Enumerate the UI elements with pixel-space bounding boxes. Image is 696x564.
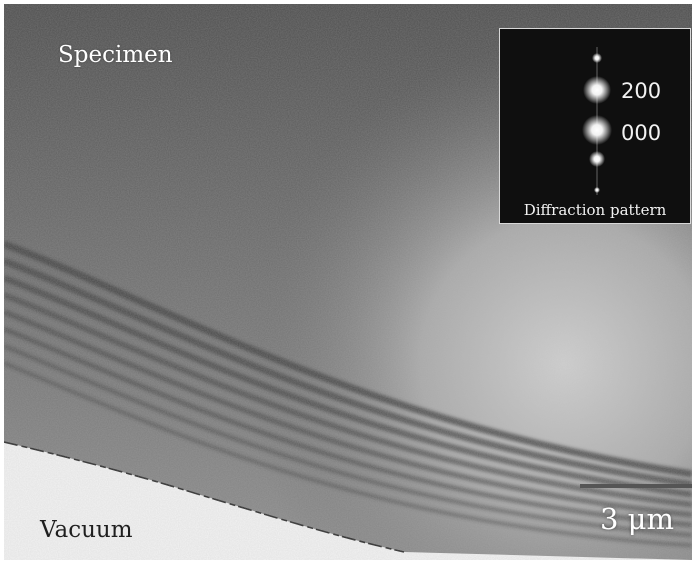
scale-bar bbox=[580, 484, 692, 488]
spot-label-000: 000 bbox=[621, 121, 662, 145]
vacuum-label: Vacuum bbox=[40, 517, 133, 543]
diffraction-pattern bbox=[582, 47, 612, 195]
scale-bar-label: 3 μm bbox=[600, 502, 675, 536]
inset-caption: Diffraction pattern bbox=[523, 201, 667, 219]
diffraction-spot-200 bbox=[583, 76, 611, 104]
spot-label-200: 200 bbox=[621, 79, 662, 103]
diffraction-spot-lower bbox=[589, 151, 605, 167]
diffraction-spot-bottom bbox=[594, 187, 600, 193]
diffraction-inset: 200 000 Diffraction pattern bbox=[499, 28, 691, 224]
micrograph-frame: Specimen Vacuum 3 μm 200 000 Diffraction… bbox=[4, 4, 692, 560]
diffraction-spot-000 bbox=[582, 115, 612, 145]
diffraction-spot-top bbox=[592, 53, 602, 63]
specimen-label: Specimen bbox=[58, 42, 173, 68]
